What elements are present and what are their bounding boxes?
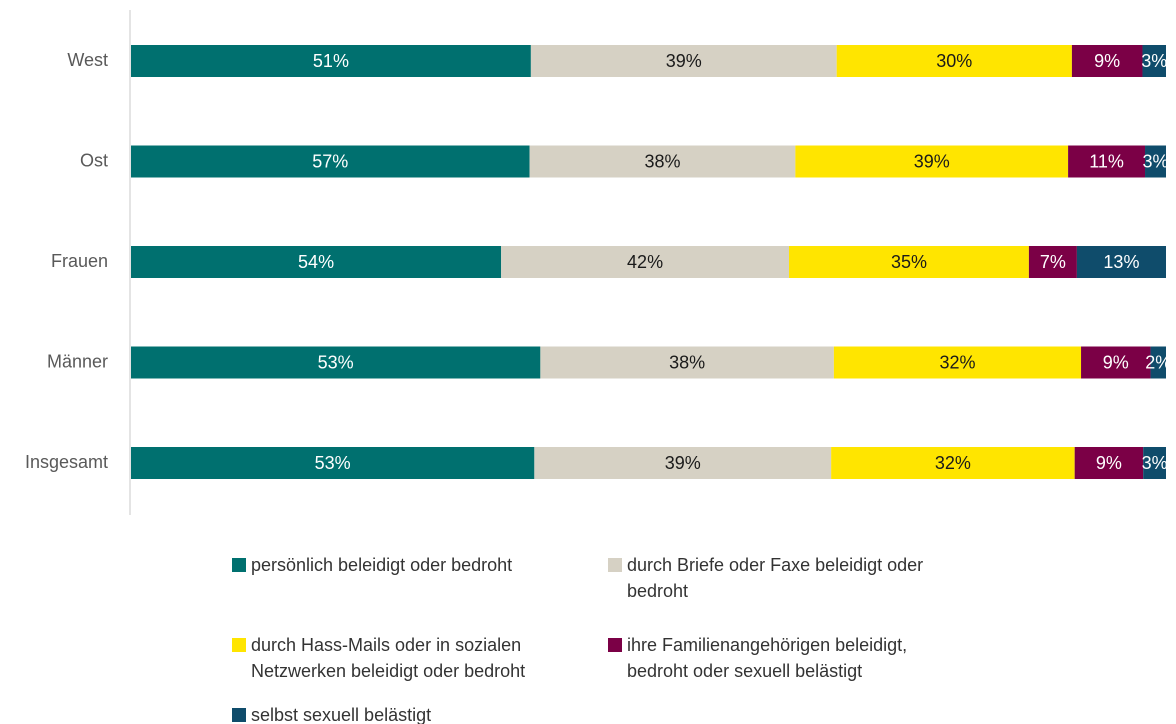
legend-item: durch Hass-Mails oder in sozialen Netzwe… <box>232 632 592 684</box>
legend-label: persönlich beleidigt oder bedroht <box>251 555 513 575</box>
data-label: 2% <box>1145 352 1171 372</box>
legend-swatch <box>608 638 622 652</box>
data-label: 3% <box>1143 151 1169 171</box>
bar-segment <box>795 145 1069 178</box>
data-label: 53% <box>315 453 351 473</box>
data-label: 35% <box>891 252 927 272</box>
data-label: 38% <box>669 352 705 372</box>
data-label: 7% <box>1040 252 1066 272</box>
legend-label: selbst sexuell belästigt <box>251 705 432 724</box>
data-label: 51% <box>313 51 349 71</box>
data-label: 9% <box>1096 453 1122 473</box>
bar-segment <box>131 447 535 479</box>
bar-segment <box>836 45 1072 77</box>
bar-segment <box>540 346 834 379</box>
bar-segment <box>1142 45 1166 77</box>
legend-swatch <box>232 708 246 722</box>
bar-segment <box>530 45 837 77</box>
data-label: 9% <box>1103 352 1129 372</box>
legend-swatch <box>232 638 246 652</box>
data-label: 3% <box>1141 51 1167 71</box>
y-tick-label: Männer <box>47 351 108 371</box>
bar-segment <box>1068 145 1146 178</box>
bar-segment <box>534 447 832 479</box>
bar-segment <box>131 145 530 178</box>
bar-segment <box>1150 346 1166 379</box>
legend-label: ihre Familienangehörigen beleidigt, bedr… <box>627 635 908 681</box>
bar-segment <box>1071 45 1143 77</box>
legend-swatch <box>232 558 246 572</box>
data-label: 42% <box>627 252 663 272</box>
y-tick-label: West <box>67 50 108 70</box>
bar-segment <box>131 346 541 379</box>
data-label: 32% <box>935 453 971 473</box>
bar-segment <box>1076 246 1166 278</box>
plot: West 51% 39% 30% 9% 3% Ost 57% 38% 39% 11% 3% Frauen… <box>24 10 1171 515</box>
bar-segment <box>529 145 796 178</box>
data-label: 9% <box>1094 51 1120 71</box>
data-label: 39% <box>665 453 701 473</box>
y-tick-label: Ost <box>80 150 108 170</box>
data-label: 3% <box>1142 453 1168 473</box>
data-label: 32% <box>939 352 975 372</box>
data-label: 39% <box>666 51 702 71</box>
data-label: 57% <box>312 151 348 171</box>
y-tick-label: Frauen <box>51 251 108 271</box>
legend-swatch <box>608 558 622 572</box>
legend-label: durch Hass-Mails oder in sozialen Netzwe… <box>251 635 526 681</box>
legend-label: durch Briefe oder Faxe beleidigt oder be… <box>627 555 924 601</box>
data-label: 11% <box>1089 151 1124 171</box>
data-label: 54% <box>298 252 334 272</box>
bar-segment <box>1145 145 1166 178</box>
data-label: 53% <box>318 352 354 372</box>
bar-segment <box>1028 246 1077 278</box>
legend-item: selbst sexuell belästigt <box>232 702 592 724</box>
legend-item: persönlich beleidigt oder bedroht <box>232 552 592 578</box>
bar-segment <box>789 246 1029 278</box>
bar-segment <box>131 45 531 77</box>
data-label: 30% <box>936 51 972 71</box>
bar-segment <box>1074 447 1144 479</box>
bar-segment <box>131 246 502 278</box>
data-label: 38% <box>644 151 680 171</box>
bar-segment <box>1081 346 1151 379</box>
data-label: 39% <box>914 151 950 171</box>
bar-segment <box>833 346 1082 379</box>
data-label: 13% <box>1103 252 1139 272</box>
legend-item: ihre Familienangehörigen beleidigt, bedr… <box>608 632 953 684</box>
legend-item: durch Briefe oder Faxe beleidigt oder be… <box>608 552 953 604</box>
bar-segment <box>831 447 1075 479</box>
y-tick-label: Insgesamt <box>25 452 108 472</box>
bar-segment <box>1143 447 1166 479</box>
bar-segment <box>501 246 790 278</box>
